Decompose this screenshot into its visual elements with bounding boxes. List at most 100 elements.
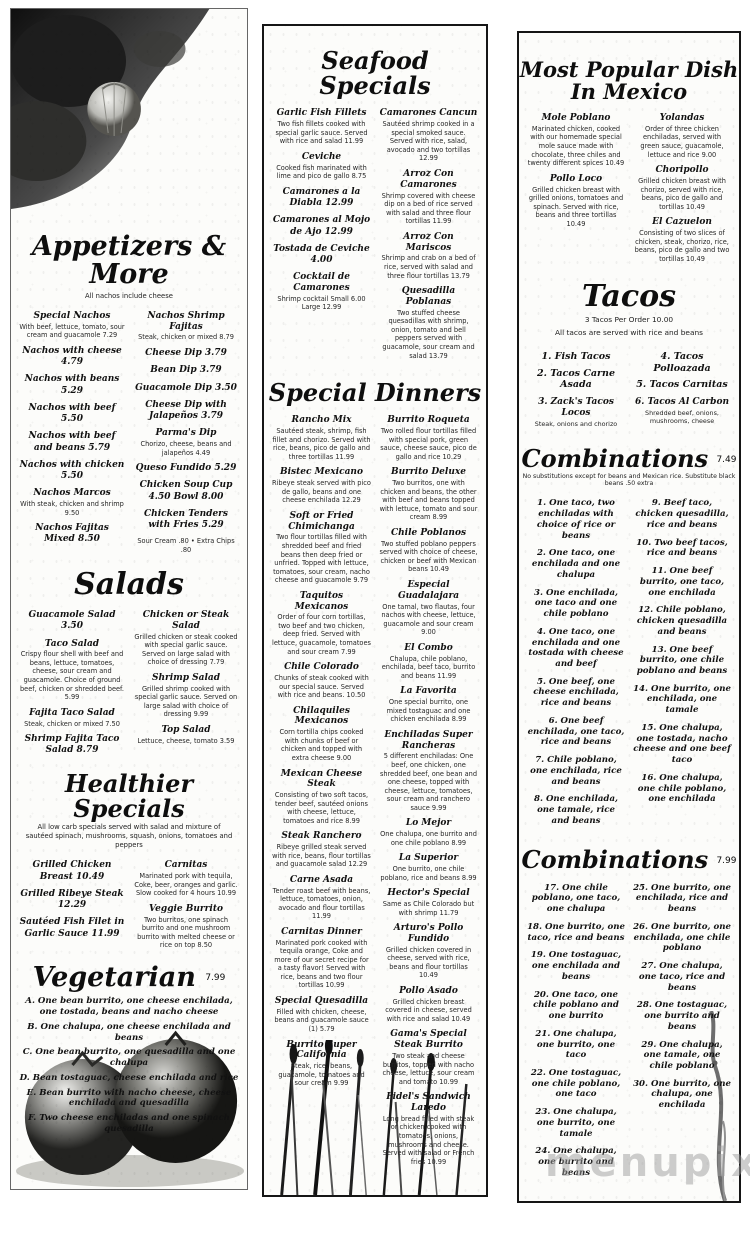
menu-item: 26. One burrito, one enchilada, one chil… [633, 921, 731, 954]
menu-item: Grilled Chicken Breast 10.49 [32, 860, 112, 882]
menu-item-name: Mole Poblano [541, 113, 611, 124]
menu-item-name: Chicken or Steak Salad [142, 610, 230, 631]
menu-item: Special Quesadilla Filled with chicken, c… [272, 996, 371, 1033]
menu-item-name: El Combo [404, 642, 453, 653]
menu-item: 2. Tacos Carne Asada [537, 367, 615, 391]
menu-item: 24. One chalupa, one burrito and beans [535, 1146, 617, 1178]
tacos-note: All tacos are served with rice and beans [554, 327, 704, 337]
menu-item: Chile Poblanos Two stuffed poblano pepper… [379, 528, 478, 574]
menu-item-description: Marinated pork cooked with tequila orang… [274, 938, 369, 990]
menu-item: Ceviche Cooked fish marinated with lime a… [272, 152, 371, 181]
menu-item: Carnitas Marinated pork with tequila, Cok… [133, 860, 239, 897]
menu-panel-middle: Seafood Specials Garlic Fish Fillets Two … [262, 24, 488, 1197]
menu-item-name: Cocktail de Camarones [293, 272, 350, 294]
menu-item: Nachos with chicken 5.50 [19, 459, 125, 482]
special-dinners-col1: Rancho Mix Sautéed steak, shrimp, fish fi… [272, 409, 371, 1166]
menu-item-description: Ribeye grilled steak served with rice, b… [272, 843, 371, 869]
combinations-749-title: Combinations 7.49 [519, 446, 739, 471]
menu-item: Chicken Tenders with Fries 5.29 [143, 508, 228, 531]
menu-item-name: Soft or Fried Chimichanga [288, 510, 355, 532]
menu-item: 20. One taco, one chile poblano and one … [533, 989, 619, 1022]
menu-item: Yolandas Order of three chicken enchilada… [633, 113, 731, 159]
menu-item: Burrito Deluxe Two burritos, one with chi… [379, 467, 478, 522]
menu-item-name: Gama's Special Steak Burrito [390, 1029, 467, 1051]
menu-item-description: Steak, chicken or mixed 8.79 [138, 333, 234, 342]
menu-item-description: Crispy flour shell with beef and beans, … [19, 650, 124, 702]
menu-item-description: With beef, lettuce, tomato, sour cream a… [19, 322, 125, 340]
menu-item: 4. Tacos Polloazada [653, 350, 711, 374]
menu-item: Chile Colorado Chunks of steak cooked wit… [272, 662, 371, 699]
menu-item: 4. One taco, one enchilada and one tosta… [528, 626, 624, 669]
section-combinations-749: Combinations 7.49 No substitutions excep… [519, 446, 739, 826]
healthier-col2: Carnitas Marinated pork with tequila, Cok… [133, 854, 239, 950]
menu-item-name: Carnitas [164, 860, 208, 871]
menu-item: Nachos with cheese 4.79 [22, 345, 122, 368]
vegetarian-title-text: Vegetarian [32, 962, 196, 994]
menu-item-description: Steak, chicken or mixed 7.50 [24, 719, 120, 728]
menu-item-description: Grilled chicken breast with chorizo, ser… [638, 176, 726, 211]
combinations-749-title-text: Combinations [521, 444, 709, 474]
menu-item: Enchiladas Super Rancheras 5 different en… [379, 730, 478, 813]
menu-item-name: Chile Colorado [284, 662, 359, 673]
menu-item-description: Two rolled flour tortillas filled with s… [380, 427, 477, 461]
menu-item: Guacamole Dip 3.50 [135, 382, 237, 393]
menu-item-name: Burrito Roqueta [387, 415, 470, 426]
menu-item-description: With steak, chicken and shrimp 9.50 [20, 500, 124, 517]
menu-item-name: Veggie Burrito [149, 903, 223, 914]
healthier-subtitle: All low carb specials served with salad … [25, 822, 233, 850]
menu-item-description: Corn tortilla chips cooked with chunks o… [279, 728, 364, 762]
section-special-dinners: Special Dinners Rancho Mix Sautéed steak,… [264, 380, 486, 1166]
menu-item: Chilaquiles Mexicanos Corn tortilla chips… [272, 706, 371, 763]
combinations-799-title-text: Combinations [521, 844, 709, 874]
menu-item: Nachos with beef and beans 5.79 [28, 431, 116, 453]
combinations-799-price: 7.99 [716, 855, 737, 866]
menu-item: 7. Chile poblano, one enchilada, rice an… [530, 755, 622, 787]
menu-item-name: Nachos Shrimp Fajitas [147, 310, 225, 332]
section-appetizers: Appetizers & More All nachos include che… [11, 232, 247, 555]
menu-item: Nachos with beef 5.50 [28, 402, 116, 425]
fda-warning-text: The FDA advises consuming raw or underco… [535, 1201, 723, 1202]
seafood-col2: Camarones Cancun Sautéed shrimp cooked in… [379, 102, 478, 360]
tacos-subtitle: 3 Tacos Per Order 10.00 [584, 314, 674, 324]
plant-stem-decoration [709, 1011, 727, 1201]
menu-item: Burrito Roqueta Two rolled flour tortilla… [379, 415, 478, 461]
tacos-title: Tacos [581, 279, 677, 315]
section-most-popular: Most Popular Dish In Mexico Mole Poblano… [519, 58, 739, 263]
menu-item: 2. One taco, one enchilada and one chalu… [531, 548, 621, 580]
tomatoes-photo [15, 1030, 245, 1187]
menu-item-description: Two fish fillets cooked with special gar… [275, 120, 368, 146]
menu-item: Grilled Ribeye Steak 12.29 [20, 888, 124, 911]
vegetarian-title: Vegetarian 7.99 [11, 962, 247, 994]
menu-item: El Cazuelon Consisting of two slices of c… [633, 217, 731, 263]
menu-item: Special Nachos With beef, lettuce, tomato… [19, 311, 125, 340]
menu-item-description: Tender roast beef with beans, lettuce, t… [272, 886, 371, 921]
menu-item-description: Chunks of steak cooked with our special … [274, 673, 369, 700]
menu-item: 28. One tostaguac, one burrito and beans [636, 1000, 728, 1032]
menu-item: Sautéed Fish Filet in Garlic Sauce 11.99 [19, 917, 125, 939]
menu-item: 10. Two beef tacos, rice and beans [636, 537, 728, 559]
healthier-col1: Grilled Chicken Breast 10.49 Grilled Ribe… [19, 854, 125, 950]
menu-item: Tostada de Ceviche 4.00 [273, 243, 370, 266]
menu-item-description: Shrimp covered with cheese dip on a bed … [381, 191, 476, 226]
menu-item: Hector's Special Same as Chile Colorado b… [379, 888, 478, 917]
menu-item-description: Sour Cream .80 • Extra Chips .80 [137, 537, 235, 554]
menu-item: Pollo Asado Grilled chicken breast covere… [379, 986, 478, 1023]
menu-item: Bistec Mexicano Ribeye steak served with … [272, 467, 371, 504]
grass-photo [280, 1040, 468, 1195]
menu-item-description: Grilled chicken breast covered in cheese… [385, 997, 472, 1023]
menu-item-name: Taquitos Mexicanos [294, 590, 349, 612]
menu-item-description: Shrimp cocktail Small 6.00 Large 12.99 [277, 294, 366, 312]
menu-item-description: Sautéed steak, shrimp, fish fillet and c… [272, 427, 371, 461]
menu-item-name: 3. Zack's Tacos Locos [538, 397, 614, 419]
menu-panel-left: Appetizers & More All nachos include che… [10, 8, 248, 1190]
menu-item: Arturo's Pollo Fundido Grilled chicken co… [379, 923, 478, 980]
menu-item-name: La Favorita [400, 686, 457, 697]
menu-item: Soft or Fried Chimichanga Two flour torti… [272, 511, 371, 585]
salads-title: Salads [74, 566, 184, 602]
menu-item: Camarones al Mojo de Ajo 12.99 [272, 215, 371, 237]
appetizers-col1: Special Nachos With beef, lettuce, tomato… [19, 305, 125, 555]
menu-item-name: Yolandas [659, 113, 705, 124]
menu-item: Veggie Burrito Two burritos, one spinach … [133, 904, 239, 950]
menu-item: Camarones Cancun Sautéed shrimp cooked in… [379, 108, 478, 163]
menu-item-description: One chalupa, one burrito and one chile p… [380, 830, 477, 847]
